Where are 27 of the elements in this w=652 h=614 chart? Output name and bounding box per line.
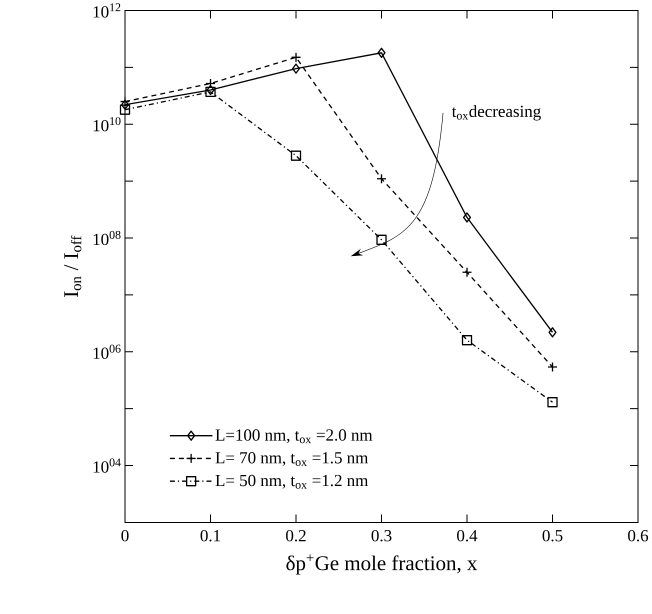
point (462, 334, 472, 346)
point (462, 212, 472, 222)
y-tick-label: 10$^{06}$ (94, 344, 121, 359)
x-tick-label: 0.6 (628, 530, 648, 542)
y-tick-label: 10$^{08}$ (94, 230, 121, 245)
annotation: t$_{ox}$decreasing (452, 104, 541, 120)
y-axis-title: I$_{on}$ / I$_{off}$ (64, 235, 82, 297)
point (120, 99, 130, 110)
x-tick-label: 0.5 (542, 530, 562, 542)
point (120, 104, 130, 115)
x-tick-label: 0.2 (286, 530, 306, 542)
y-tick-label: 10$^{04}$ (94, 458, 121, 472)
x-axis-title: δp$^{+}$Ge mole fraction, x (286, 554, 478, 574)
y-tick-label: 10$^{12}$ (94, 3, 120, 18)
point (376, 234, 387, 245)
point (547, 396, 558, 408)
point (548, 326, 557, 338)
x-tick-label: 0.3 (372, 530, 392, 542)
point (377, 47, 386, 58)
x-tick-label: 0 (121, 530, 129, 542)
y-tick-label: 10$^{10}$ (94, 116, 121, 132)
legend-label: L=100 nm, t$_{ox}$ =2.0 nm (216, 429, 372, 444)
legend-label: L= 50 nm, t$_{ox}$ =1.2 nm (216, 474, 368, 489)
legend-label: L= 70 nm, t$_{ox}$ =1.5 nm (216, 452, 368, 466)
x-tick-label: 0.4 (457, 530, 478, 542)
x-tick-label: 0.1 (200, 530, 220, 542)
point (290, 150, 302, 161)
